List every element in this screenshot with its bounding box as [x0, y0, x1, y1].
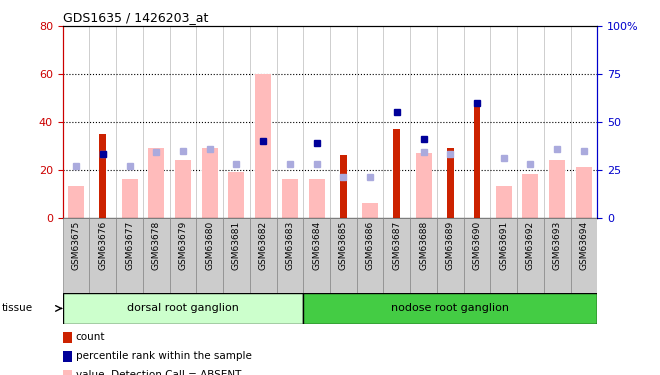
Bar — [447, 148, 453, 217]
Text: percentile rank within the sample: percentile rank within the sample — [76, 351, 251, 361]
Text: count: count — [76, 333, 106, 342]
Bar — [517, 217, 544, 292]
Bar — [90, 217, 116, 292]
Bar — [570, 217, 597, 292]
Bar — [383, 217, 411, 292]
Bar — [340, 155, 347, 218]
Bar — [170, 217, 197, 292]
Text: GSM63688: GSM63688 — [419, 221, 428, 270]
Text: GSM63678: GSM63678 — [152, 221, 161, 270]
Text: GSM63683: GSM63683 — [285, 221, 294, 270]
Bar — [490, 217, 517, 292]
Bar — [63, 292, 304, 324]
Bar — [544, 217, 571, 292]
Bar — [304, 217, 330, 292]
Bar — [282, 179, 298, 218]
Text: GSM63682: GSM63682 — [259, 221, 268, 270]
Bar — [100, 134, 106, 218]
Bar — [496, 186, 512, 218]
Bar — [437, 217, 464, 292]
Text: tissue: tissue — [2, 303, 33, 313]
Bar — [121, 179, 137, 218]
Bar — [277, 217, 304, 292]
Bar — [148, 148, 164, 217]
Bar — [393, 129, 400, 218]
Bar — [356, 217, 383, 292]
Text: GSM63693: GSM63693 — [552, 221, 562, 270]
Text: GSM63675: GSM63675 — [71, 221, 81, 270]
Bar — [202, 148, 218, 217]
Text: GSM63691: GSM63691 — [499, 221, 508, 270]
Text: GSM63694: GSM63694 — [579, 221, 589, 270]
Text: dorsal root ganglion: dorsal root ganglion — [127, 303, 239, 313]
Text: GSM63686: GSM63686 — [366, 221, 375, 270]
Text: GSM63677: GSM63677 — [125, 221, 134, 270]
Bar — [63, 351, 72, 361]
Bar — [250, 217, 277, 292]
Text: GDS1635 / 1426203_at: GDS1635 / 1426203_at — [63, 11, 208, 24]
Bar — [304, 292, 597, 324]
Bar — [523, 174, 539, 217]
Bar — [63, 217, 90, 292]
Bar — [175, 160, 191, 218]
Bar — [116, 217, 143, 292]
Bar — [223, 217, 249, 292]
Bar — [330, 217, 356, 292]
Text: GSM63679: GSM63679 — [178, 221, 187, 270]
Text: value, Detection Call = ABSENT: value, Detection Call = ABSENT — [76, 370, 241, 375]
Text: GSM63681: GSM63681 — [232, 221, 241, 270]
Bar — [143, 217, 170, 292]
Bar — [463, 217, 490, 292]
Text: GSM63689: GSM63689 — [446, 221, 455, 270]
Bar — [255, 74, 271, 217]
Bar — [411, 217, 437, 292]
Text: nodose root ganglion: nodose root ganglion — [391, 303, 510, 313]
Text: GSM63684: GSM63684 — [312, 221, 321, 270]
Text: GSM63687: GSM63687 — [392, 221, 401, 270]
Bar — [197, 217, 223, 292]
Bar — [63, 370, 72, 375]
Text: GSM63692: GSM63692 — [526, 221, 535, 270]
Bar — [474, 105, 480, 218]
Text: GSM63690: GSM63690 — [473, 221, 482, 270]
Bar — [68, 186, 84, 218]
Text: GSM63680: GSM63680 — [205, 221, 214, 270]
Bar — [309, 179, 325, 218]
Text: GSM63676: GSM63676 — [98, 221, 108, 270]
Bar — [576, 167, 592, 217]
Text: GSM63685: GSM63685 — [339, 221, 348, 270]
Bar — [228, 172, 244, 217]
Bar — [549, 160, 565, 218]
Bar — [362, 203, 378, 217]
Bar — [416, 153, 432, 218]
Bar — [63, 332, 72, 343]
